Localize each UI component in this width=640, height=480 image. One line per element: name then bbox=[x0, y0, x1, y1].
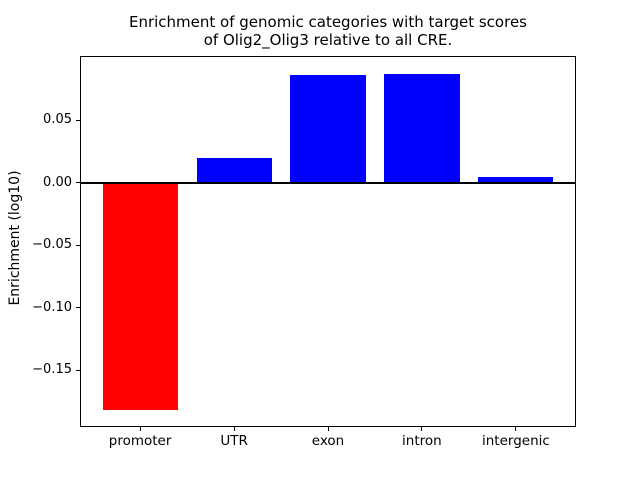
y-tick-−0.10 bbox=[76, 307, 80, 308]
y-tick-label-−0.10: −0.10 bbox=[32, 299, 72, 315]
x-tick-intergenic bbox=[515, 427, 517, 431]
zero-line bbox=[80, 181, 576, 184]
x-tick-label-intron: intron bbox=[402, 433, 442, 449]
chart-title-line1: Enrichment of genomic categories with ta… bbox=[128, 13, 527, 31]
y-tick-0.00 bbox=[76, 182, 80, 184]
bar-UTR bbox=[196, 157, 272, 183]
x-tick-UTR bbox=[233, 427, 235, 431]
bar-exon bbox=[290, 75, 366, 183]
y-tick-−0.05 bbox=[76, 244, 80, 246]
x-tick-label-promoter: promoter bbox=[108, 433, 172, 449]
x-tick-label-UTR: UTR bbox=[220, 433, 248, 449]
x-tick-label-intergenic: intergenic bbox=[481, 433, 550, 449]
x-tick-exon bbox=[327, 427, 329, 431]
x-tick-label-exon: exon bbox=[311, 433, 345, 449]
bar-intergenic bbox=[478, 176, 554, 183]
x-tick-intron bbox=[421, 427, 423, 431]
y-tick-−0.15 bbox=[76, 369, 80, 371]
chart-title-line2: of Olig2_Olig3 relative to all CRE. bbox=[203, 30, 453, 49]
y-tick-label-−0.15: −0.15 bbox=[32, 362, 72, 377]
y-tick-0.05 bbox=[76, 119, 80, 121]
y-tick-label-0.00: 0.00 bbox=[43, 174, 72, 190]
chart-title: Enrichment of genomic categories with ta… bbox=[80, 13, 576, 49]
bar-promoter bbox=[102, 182, 178, 410]
bar-intron bbox=[384, 74, 460, 183]
x-tick-promoter bbox=[139, 427, 141, 431]
y-tick-label-−0.05: −0.05 bbox=[32, 237, 72, 253]
y-tick-label-0.05: 0.05 bbox=[43, 112, 72, 128]
